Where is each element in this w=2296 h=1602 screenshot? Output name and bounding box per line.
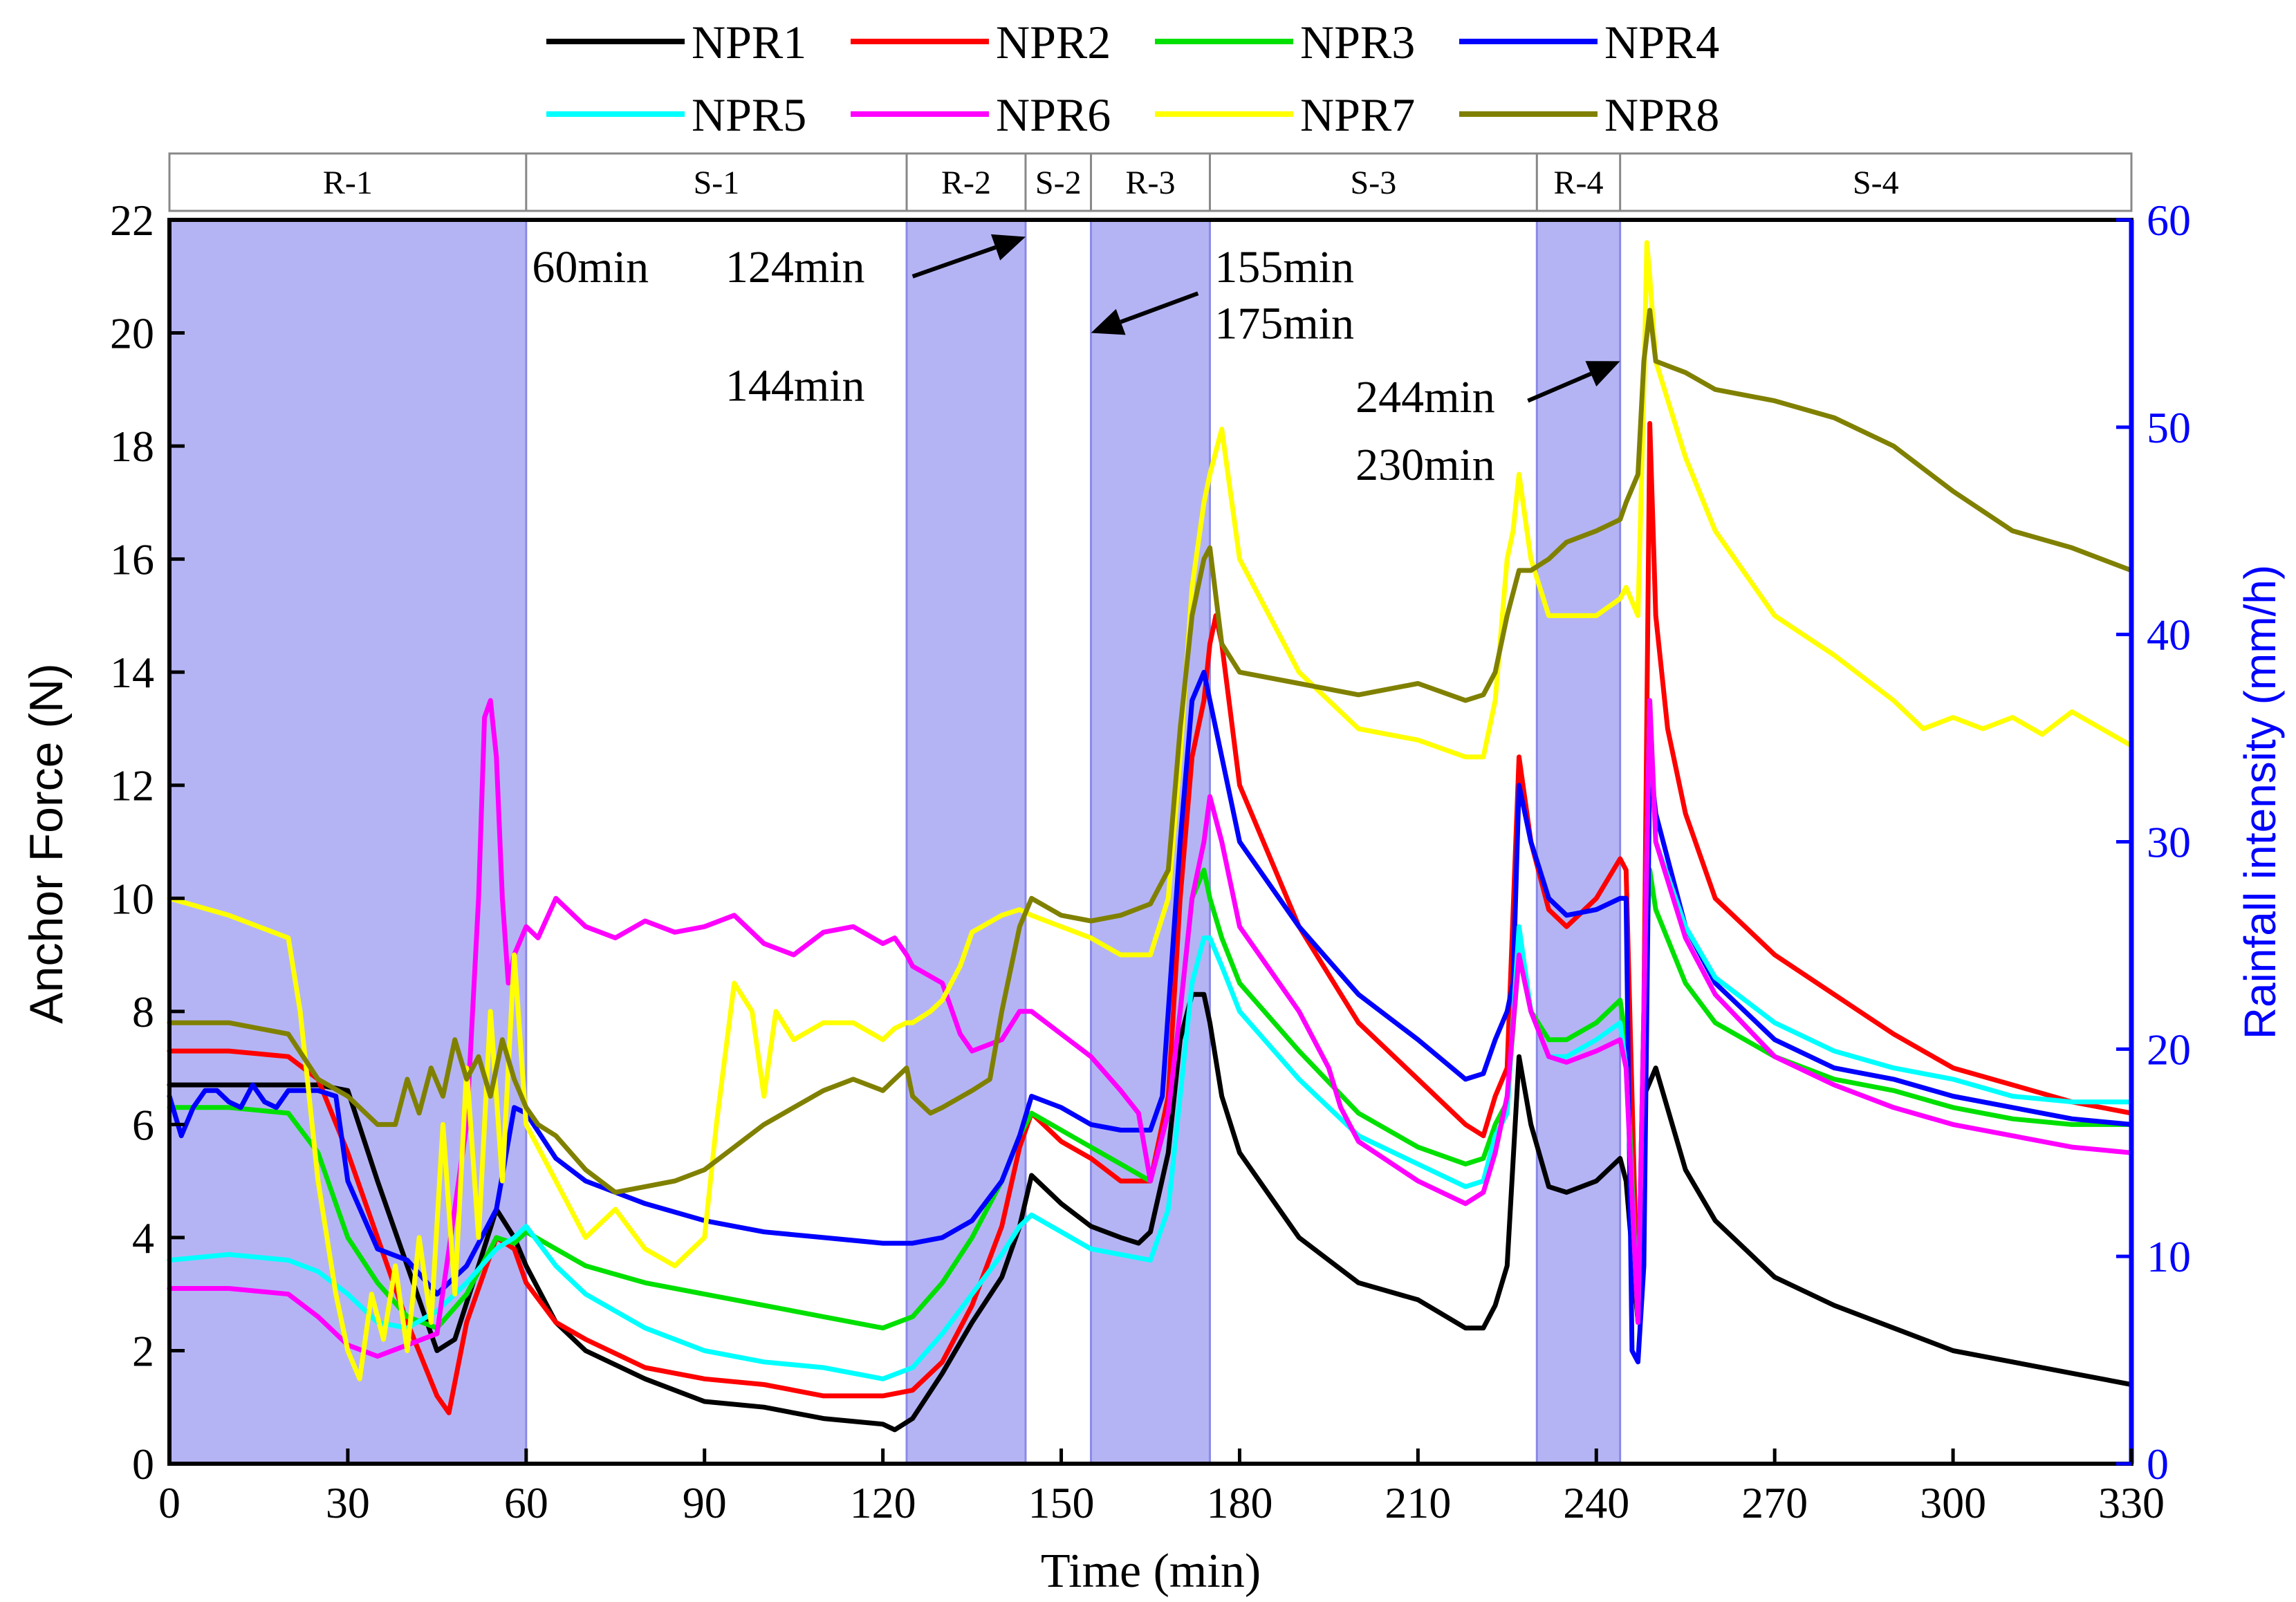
legend-label-npr5: NPR5 bbox=[692, 89, 806, 141]
y2-axis-label: Rainfall intensity (mm/h) bbox=[2235, 565, 2285, 1039]
series-line-npr4 bbox=[167, 669, 2134, 1365]
x-tick-label: 210 bbox=[1385, 1478, 1451, 1527]
y-axis-label: Anchor Force (N) bbox=[20, 663, 73, 1023]
x-tick-label: 180 bbox=[1206, 1478, 1272, 1527]
annotation-label: 230min bbox=[1355, 440, 1495, 490]
legend-label-npr6: NPR6 bbox=[996, 89, 1111, 141]
y2-tick-label: 30 bbox=[2147, 818, 2191, 867]
annotation-arrow-head bbox=[1091, 308, 1126, 335]
series-line-npr8 bbox=[167, 308, 2134, 1195]
annotation-arrow-head bbox=[1585, 361, 1620, 386]
legend-label-npr1: NPR1 bbox=[692, 16, 806, 68]
y-tick-label: 8 bbox=[132, 987, 154, 1036]
y-tick-label: 14 bbox=[110, 648, 154, 697]
series-line-npr7 bbox=[167, 240, 2134, 1381]
y-tick-label: 16 bbox=[110, 535, 154, 584]
legend-label-npr2: NPR2 bbox=[996, 16, 1111, 68]
y2-tick-label: 0 bbox=[2147, 1440, 2169, 1489]
stage-label-r-2: R-2 bbox=[941, 165, 991, 201]
annotation-label: 60min bbox=[532, 242, 649, 292]
stage-bar-frame bbox=[168, 152, 2133, 212]
y2-tick-label: 20 bbox=[2147, 1025, 2191, 1074]
x-tick-label: 270 bbox=[1741, 1478, 1808, 1527]
x-tick-label: 240 bbox=[1563, 1478, 1629, 1527]
rain-band-r-3 bbox=[1090, 218, 1211, 1465]
y-tick-label: 18 bbox=[110, 422, 154, 471]
x-tick-label: 150 bbox=[1028, 1478, 1095, 1527]
legend-label-npr7: NPR7 bbox=[1300, 89, 1415, 141]
y2-tick-label: 60 bbox=[2147, 196, 2191, 245]
x-tick-label: 0 bbox=[158, 1478, 180, 1527]
stage-label-r-4: R-4 bbox=[1553, 165, 1603, 201]
x-tick-label: 30 bbox=[326, 1478, 370, 1527]
annotation-arrow-shaft bbox=[911, 245, 997, 279]
annotation-label: 155min bbox=[1214, 242, 1354, 292]
y-tick-label: 22 bbox=[110, 196, 154, 245]
stage-label-r-3: R-3 bbox=[1126, 165, 1176, 201]
annotation-label: 175min bbox=[1214, 299, 1354, 349]
y-tick-label: 12 bbox=[110, 761, 154, 810]
series-lines bbox=[167, 240, 2134, 1433]
series-line-npr6 bbox=[167, 698, 2134, 1359]
stage-label-s-4: S-4 bbox=[1853, 165, 1899, 201]
x-axis-ticks: 0 30 60 90 120 150 180 210 240 270 300 330 bbox=[158, 1449, 2165, 1527]
x-tick-label: 90 bbox=[683, 1478, 727, 1527]
legend-label-npr4: NPR4 bbox=[1604, 16, 1719, 68]
rain-band-r-4 bbox=[1535, 218, 1622, 1465]
legend: NPR1 NPR2 NPR3 NPR4 NPR5 NPR6 NPR7 NPR8 bbox=[546, 16, 1719, 141]
y-axis-ticks: 0 2 4 6 8 10 12 14 16 18 20 22 bbox=[110, 196, 185, 1489]
annotation-label: 244min bbox=[1355, 372, 1495, 422]
y-tick-label: 20 bbox=[110, 309, 154, 358]
x-tick-label: 330 bbox=[2098, 1478, 2165, 1527]
y2-tick-label: 50 bbox=[2147, 403, 2191, 452]
annotation-arrow-shaft bbox=[1527, 371, 1592, 403]
stage-label-bar: R-1 S-1 R-2 S-2 R-3 S-3 R-4 S-4 bbox=[168, 152, 2133, 212]
x-tick-label: 60 bbox=[504, 1478, 548, 1527]
y-tick-label: 2 bbox=[132, 1326, 154, 1375]
x-tick-label: 300 bbox=[1920, 1478, 1986, 1527]
y2-tick-label: 10 bbox=[2147, 1232, 2191, 1281]
rain-band-r-2 bbox=[905, 218, 1027, 1465]
y-tick-label: 10 bbox=[110, 874, 154, 923]
x-axis-label: Time (min) bbox=[1041, 1545, 1261, 1598]
y2-axis-ticks: 0 10 20 30 40 50 60 bbox=[2116, 196, 2191, 1489]
series-line-npr2 bbox=[167, 420, 2134, 1415]
stage-label-s-2: S-2 bbox=[1035, 165, 1082, 201]
annotation-arrow-shaft bbox=[1120, 291, 1199, 324]
annotation-label: 124min bbox=[725, 242, 865, 292]
y-tick-label: 0 bbox=[132, 1440, 154, 1489]
stage-label-r-1: R-1 bbox=[323, 165, 373, 201]
legend-label-npr3: NPR3 bbox=[1300, 16, 1415, 68]
x-tick-label: 120 bbox=[850, 1478, 916, 1527]
legend-label-npr8: NPR8 bbox=[1604, 89, 1719, 141]
annotation-label: 144min bbox=[725, 361, 865, 411]
y-tick-label: 4 bbox=[132, 1213, 154, 1263]
y-tick-label: 6 bbox=[132, 1100, 154, 1149]
annotation-arrow-head bbox=[990, 234, 1026, 261]
stage-label-s-3: S-3 bbox=[1351, 165, 1397, 201]
stage-label-s-1: S-1 bbox=[694, 165, 740, 201]
y2-tick-label: 40 bbox=[2147, 611, 2191, 660]
